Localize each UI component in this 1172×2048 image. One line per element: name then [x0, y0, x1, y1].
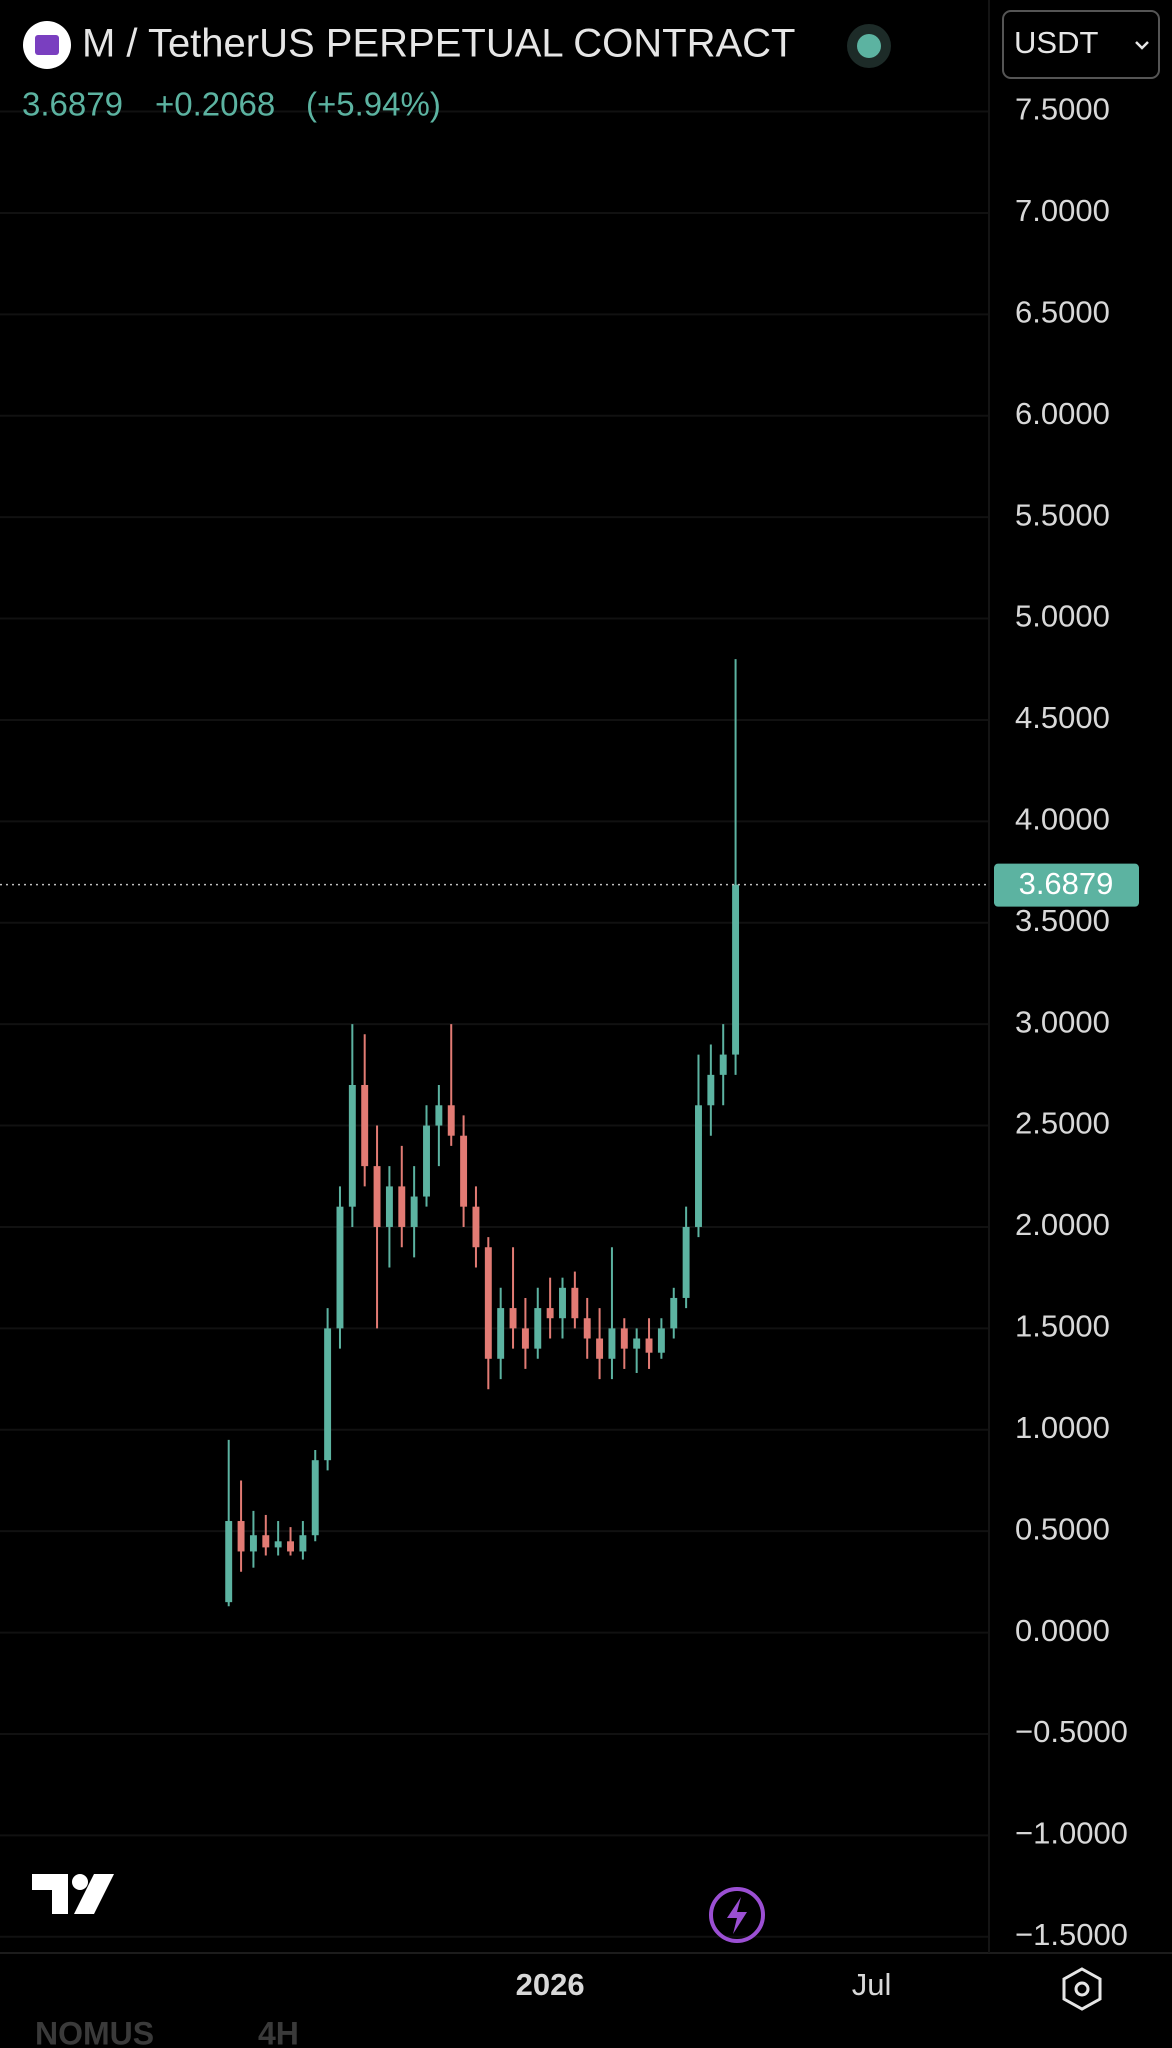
y-tick-label: −1.0000	[1015, 1816, 1128, 1851]
candle-body	[534, 1308, 542, 1349]
y-tick-label: 7.0000	[1015, 193, 1110, 228]
y-tick-label: 4.0000	[1015, 802, 1110, 837]
candle-body	[497, 1308, 505, 1359]
bottom-tab[interactable]: 4H	[258, 2015, 299, 2048]
candle-body	[262, 1535, 270, 1548]
x-tick-label: 2026	[516, 1967, 585, 2002]
candle-body	[361, 1085, 369, 1167]
candle-body	[546, 1308, 554, 1319]
candle-body	[732, 884, 740, 1055]
candle-body	[385, 1186, 393, 1227]
candle-body	[571, 1287, 579, 1319]
grid	[0, 110, 989, 1938]
symbol-title: M / TetherUS PERPETUAL CONTRACT	[82, 22, 795, 66]
y-tick-label: 7.5000	[1015, 92, 1110, 127]
last-price-box	[994, 863, 1139, 907]
candle-body	[249, 1535, 257, 1552]
currency-label[interactable]: USDT	[1014, 25, 1098, 60]
y-tick-label: 6.0000	[1015, 396, 1110, 431]
y-tick-label: 0.5000	[1015, 1511, 1110, 1546]
bottom-tab[interactable]: NOMUS	[35, 2015, 154, 2048]
candle-body	[657, 1328, 665, 1353]
y-tick-label: 1.0000	[1015, 1410, 1110, 1445]
candle-body	[509, 1308, 517, 1329]
y-tick-label: 6.5000	[1015, 295, 1110, 330]
candle-body	[410, 1196, 418, 1227]
candle-body	[583, 1318, 591, 1339]
y-tick-label: 2.5000	[1015, 1106, 1110, 1141]
candle-body	[620, 1328, 628, 1349]
candle-body	[299, 1535, 307, 1552]
x-tick-label: Jul	[852, 1967, 892, 2002]
lightning-button[interactable]	[709, 1887, 765, 1943]
candle-body	[719, 1054, 727, 1075]
candle-body	[670, 1297, 678, 1329]
y-tick-label: 4.5000	[1015, 700, 1110, 735]
y-tick-label: 5.0000	[1015, 599, 1110, 634]
lightning-icon	[727, 1897, 747, 1934]
status-dot	[857, 34, 881, 58]
candle-body	[311, 1460, 319, 1536]
header-change-pct: (+5.94%)	[306, 86, 441, 123]
candle-body	[559, 1287, 566, 1319]
last-price-label: 3.6879	[1019, 866, 1114, 901]
candle-body	[682, 1226, 690, 1298]
candle-body	[521, 1328, 529, 1349]
y-tick-label: 3.5000	[1015, 903, 1110, 938]
candle-body	[695, 1105, 702, 1227]
candle-body	[423, 1125, 430, 1197]
y-tick-label: −0.5000	[1015, 1714, 1128, 1749]
y-tick-label: 2.0000	[1015, 1207, 1110, 1242]
candle-body	[435, 1105, 443, 1126]
y-tick-label: 0.0000	[1015, 1613, 1110, 1648]
header-price: 3.6879	[22, 86, 123, 123]
candle-body	[596, 1338, 604, 1359]
candle-body	[707, 1074, 715, 1106]
candle-body	[336, 1206, 344, 1329]
settings-icon[interactable]	[1062, 1967, 1102, 2011]
candle-body	[348, 1085, 356, 1207]
dropdown-caret	[1135, 41, 1149, 50]
candle-body	[608, 1328, 616, 1359]
candle-body	[472, 1206, 480, 1248]
candle-body	[460, 1135, 468, 1207]
candle-body	[274, 1541, 282, 1548]
candle-body	[645, 1338, 653, 1353]
tv-logo	[32, 1874, 114, 1914]
candle-body	[398, 1186, 406, 1227]
y-tick-label: −1.5000	[1015, 1917, 1128, 1952]
y-tick-label: 1.5000	[1015, 1309, 1110, 1344]
header-change: +0.2068	[155, 86, 275, 123]
settings-icon-center	[1074, 1981, 1090, 1997]
candle-body	[484, 1247, 492, 1359]
candle-body	[324, 1328, 332, 1461]
candle-body	[287, 1541, 294, 1552]
candle-body	[237, 1521, 245, 1552]
currency-select[interactable]	[1002, 10, 1160, 79]
candles	[225, 659, 740, 1607]
candle-body	[447, 1105, 455, 1136]
candle-body	[633, 1338, 641, 1349]
candle-body	[373, 1166, 381, 1227]
y-tick-label: 3.0000	[1015, 1004, 1110, 1039]
candle-body	[225, 1521, 233, 1603]
symbol-logo-icon	[35, 35, 59, 55]
y-tick-label: 5.5000	[1015, 497, 1110, 532]
